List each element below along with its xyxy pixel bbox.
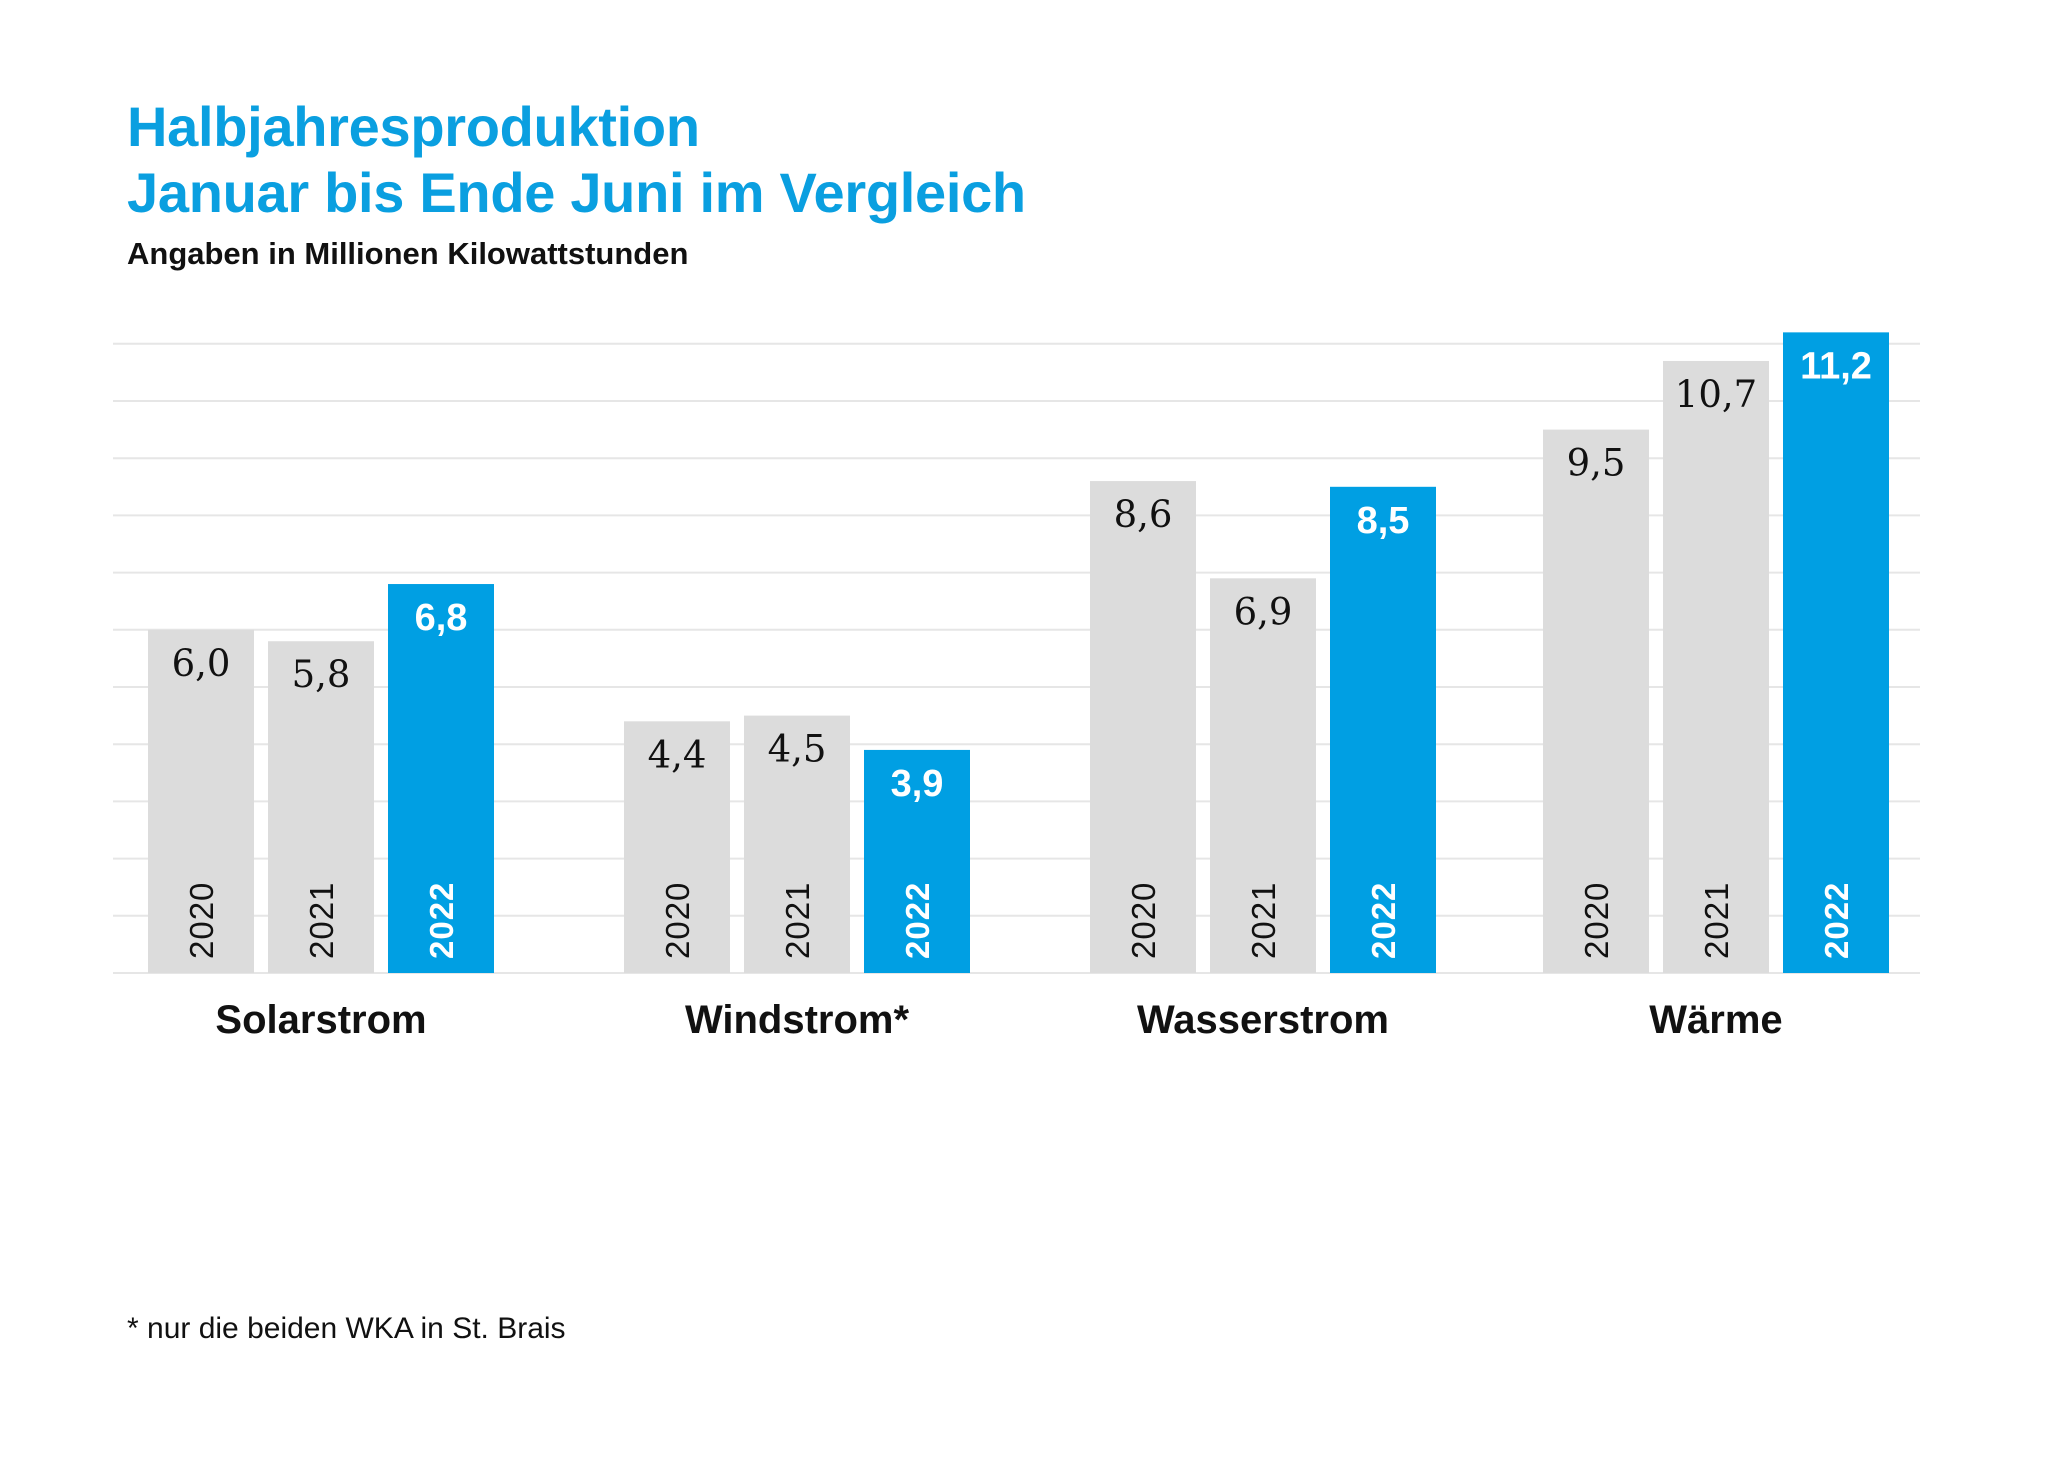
data-label: 8,6 <box>1114 493 1173 536</box>
bar <box>1663 360 1769 974</box>
bar <box>1783 332 1889 973</box>
bar <box>1543 429 1649 974</box>
series-year-label: 2021 <box>1698 882 1735 959</box>
data-label: 11,2 <box>1800 345 1872 387</box>
series-year-label: 2022 <box>1365 882 1402 959</box>
chart-title-line-2: Januar bis Ende Juni im Vergleich <box>127 161 1026 224</box>
category-label: Wärme <box>1649 998 1782 1042</box>
data-label: 9,5 <box>1567 442 1626 485</box>
bar <box>1210 578 1316 973</box>
series-year-label: 2022 <box>1818 882 1855 959</box>
series-year-label: 2020 <box>1125 882 1162 959</box>
data-label: 5,8 <box>292 653 351 696</box>
bar <box>388 584 494 973</box>
category-label: Solarstrom <box>215 998 426 1042</box>
bar <box>1330 486 1436 973</box>
data-label: 6,9 <box>1234 590 1293 633</box>
data-label: 6,0 <box>172 642 231 685</box>
data-label: 4,5 <box>768 728 827 771</box>
bar <box>148 629 254 973</box>
series-year-label: 2021 <box>303 882 340 959</box>
category-label: Wasserstrom <box>1137 998 1389 1042</box>
bar <box>1090 481 1196 973</box>
chart-title-line-1: Halbjahresproduktion <box>127 95 700 158</box>
series-year-label: 2020 <box>1578 882 1615 959</box>
bar <box>624 721 730 973</box>
data-label: 3,9 <box>891 763 944 805</box>
series-year-label: 2021 <box>779 882 816 959</box>
data-label: 4,4 <box>648 733 707 776</box>
bar <box>744 715 850 973</box>
bar <box>864 749 970 973</box>
category-label: Windstrom* <box>685 998 910 1042</box>
chart-subtitle: Angaben in Millionen Kilowattstunden <box>127 236 689 271</box>
series-year-label: 2020 <box>659 882 696 959</box>
series-year-label: 2021 <box>1245 882 1282 959</box>
footnote: * nur die beiden WKA in St. Brais <box>127 1312 566 1345</box>
data-label: 8,5 <box>1357 500 1410 542</box>
series-year-label: 2020 <box>183 882 220 959</box>
data-label: 6,8 <box>415 597 468 639</box>
series-year-label: 2022 <box>423 882 460 959</box>
data-label: 10,7 <box>1675 373 1757 416</box>
bar <box>268 641 374 973</box>
series-year-label: 2022 <box>899 882 936 959</box>
